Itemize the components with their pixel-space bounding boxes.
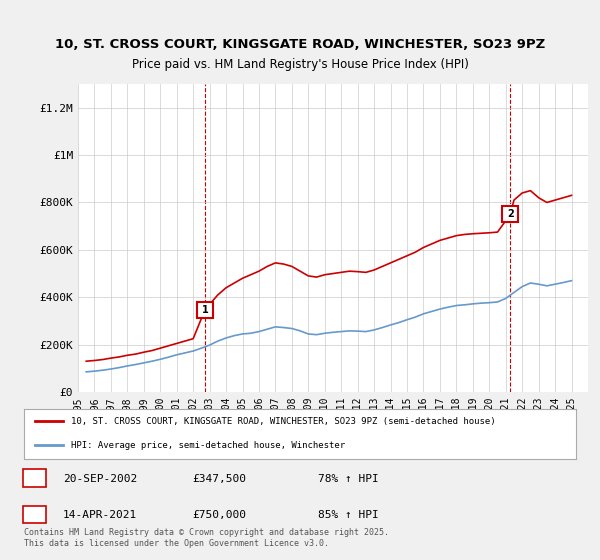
Text: Contains HM Land Registry data © Crown copyright and database right 2025.
This d: Contains HM Land Registry data © Crown c… [24,528,389,548]
Text: 85% ↑ HPI: 85% ↑ HPI [318,510,379,520]
Text: £347,500: £347,500 [192,474,246,484]
Text: 2: 2 [31,510,38,520]
Text: 1: 1 [202,305,208,315]
Text: 78% ↑ HPI: 78% ↑ HPI [318,474,379,484]
Text: 10, ST. CROSS COURT, KINGSGATE ROAD, WINCHESTER, SO23 9PZ (semi-detached house): 10, ST. CROSS COURT, KINGSGATE ROAD, WIN… [71,417,496,426]
Text: Price paid vs. HM Land Registry's House Price Index (HPI): Price paid vs. HM Land Registry's House … [131,58,469,71]
Text: 1: 1 [31,474,38,484]
Text: 2: 2 [507,209,514,220]
Text: 14-APR-2021: 14-APR-2021 [63,510,137,520]
Text: HPI: Average price, semi-detached house, Winchester: HPI: Average price, semi-detached house,… [71,441,345,450]
Text: £750,000: £750,000 [192,510,246,520]
Text: 20-SEP-2002: 20-SEP-2002 [63,474,137,484]
Text: 10, ST. CROSS COURT, KINGSGATE ROAD, WINCHESTER, SO23 9PZ: 10, ST. CROSS COURT, KINGSGATE ROAD, WIN… [55,38,545,52]
